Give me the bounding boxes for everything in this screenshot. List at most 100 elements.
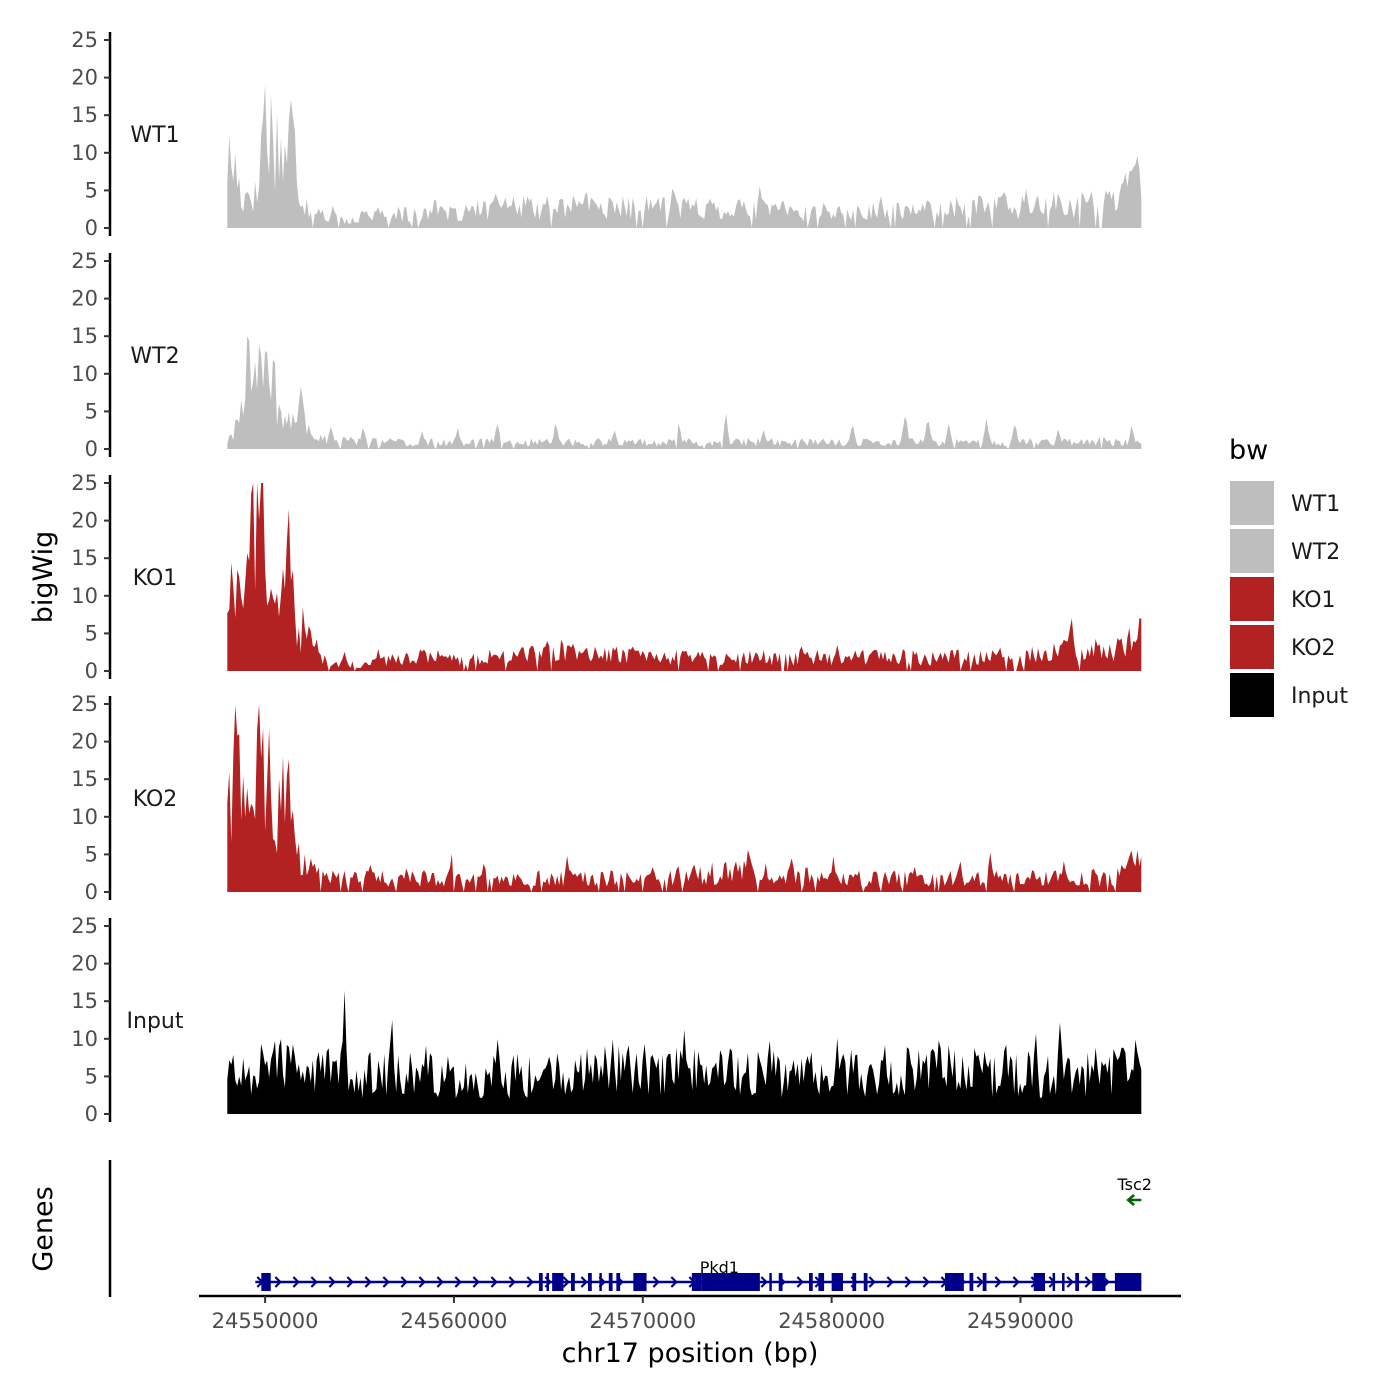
exon	[769, 1273, 772, 1291]
y-tick-label: 15	[71, 546, 98, 570]
area-ko2	[227, 704, 1142, 892]
strand-chevron	[292, 1276, 300, 1288]
y-tick-label: 0	[85, 659, 98, 683]
x-axis-title: chr17 position (bp)	[562, 1338, 819, 1369]
strand-chevron	[670, 1276, 678, 1288]
exon	[818, 1273, 825, 1291]
strand-chevron	[1012, 1276, 1020, 1288]
track-wt2: 0 5 10 15 20 25 WT2	[71, 249, 1142, 461]
strand-chevron	[454, 1276, 462, 1288]
y-tick-label: 15	[71, 324, 98, 348]
track-input: 0 5 10 15 20 25 Input	[71, 914, 1142, 1126]
exon	[852, 1273, 857, 1291]
legend-swatch-input	[1230, 673, 1274, 717]
exon	[633, 1273, 647, 1291]
legend-swatch-ko1	[1230, 577, 1274, 621]
y-tick-label: 25	[71, 471, 98, 495]
strand-chevron	[472, 1276, 480, 1288]
exon	[808, 1273, 813, 1291]
y-tick-label: 25	[71, 914, 98, 938]
y-tick-label: 15	[71, 767, 98, 791]
legend-label-ko2: KO2	[1291, 636, 1336, 661]
strand-chevron	[922, 1276, 930, 1288]
track-label-ko2: KO2	[133, 787, 178, 812]
area-ko1	[227, 483, 1142, 671]
exon	[546, 1273, 549, 1291]
y-tick-label: 15	[71, 989, 98, 1013]
exon	[944, 1273, 964, 1291]
area-input	[227, 990, 1142, 1114]
gene-tsc2: Tsc2	[1117, 1175, 1152, 1206]
legend-label-ko1: KO1	[1291, 588, 1336, 613]
y-tick-label: 10	[71, 805, 98, 829]
track-label-wt1: WT1	[130, 123, 179, 148]
y-tick-label: 5	[85, 178, 98, 202]
legend-title: bw	[1229, 435, 1268, 466]
y-tick-label: 20	[71, 730, 98, 754]
strand-chevron	[796, 1276, 804, 1288]
legend: bw WT1 WT2 KO1 KO2 Input	[1229, 435, 1348, 717]
exon	[608, 1273, 613, 1291]
exon	[538, 1273, 543, 1291]
track-ko2: 0 5 10 15 20 25 KO2	[71, 692, 1142, 904]
exon	[552, 1273, 564, 1291]
strand-chevron	[346, 1276, 354, 1288]
exon	[1114, 1273, 1142, 1291]
y-axis-title: bigWig	[28, 531, 59, 624]
legend-label-wt1: WT1	[1291, 492, 1340, 517]
x-axis-ticks: 24550000 24560000 24570000 24580000 24590000	[212, 1296, 1074, 1333]
strand-chevron	[976, 1276, 984, 1288]
legend-label-input: Input	[1291, 684, 1348, 709]
exon	[1052, 1273, 1056, 1291]
strand-chevron	[1084, 1276, 1092, 1288]
y-tick-label: 20	[71, 952, 98, 976]
y-tick-label: 5	[85, 1064, 98, 1088]
track-panels: 0510152025WT10510152025WT20510152025KO10…	[71, 28, 1142, 1126]
legend-swatch-ko2	[1230, 625, 1274, 669]
strand-chevron	[1066, 1276, 1074, 1288]
strand-chevron	[508, 1276, 516, 1288]
y-tick-label: 20	[71, 287, 98, 311]
track-label-ko1: KO1	[133, 566, 178, 591]
y-tick-label: 25	[71, 249, 98, 273]
strand-chevron	[490, 1276, 498, 1288]
exon	[588, 1273, 592, 1291]
y-tick-label: 5	[85, 842, 98, 866]
y-tick-label: 5	[85, 399, 98, 423]
y-tick-label: 10	[71, 584, 98, 608]
exon	[261, 1273, 271, 1291]
legend-swatch-wt1	[1230, 481, 1274, 525]
strand-chevron	[562, 1276, 570, 1288]
strand-chevron	[310, 1276, 318, 1288]
gene-label: Pkd1	[700, 1258, 739, 1277]
strand-chevron	[328, 1276, 336, 1288]
exon	[571, 1273, 575, 1291]
strand-arrow	[1126, 1194, 1135, 1206]
y-tick-label: 20	[71, 509, 98, 533]
x-tick-label: 24570000	[589, 1309, 696, 1333]
y-tick-label: 0	[85, 1102, 98, 1126]
exon	[1033, 1273, 1046, 1291]
genes-track-label: Genes	[28, 1186, 59, 1271]
x-tick-label: 24590000	[967, 1309, 1074, 1333]
y-tick-label: 25	[71, 28, 98, 52]
genes-track: Pkd1 Tsc2	[108, 1160, 1152, 1297]
y-tick-label: 5	[85, 621, 98, 645]
strand-chevron	[364, 1276, 372, 1288]
strand-chevron	[382, 1276, 390, 1288]
track-label-input: Input	[127, 1009, 184, 1034]
strand-chevron	[760, 1276, 768, 1288]
strand-chevron	[994, 1276, 1002, 1288]
y-tick-label: 10	[71, 1027, 98, 1051]
strand-chevron	[418, 1276, 426, 1288]
track-wt1: 0 5 10 15 20 25 WT1	[71, 28, 1142, 240]
exon	[691, 1273, 702, 1291]
exon	[863, 1273, 868, 1291]
gene-pkd1: Pkd1	[255, 1258, 1142, 1291]
y-tick-label: 0	[85, 880, 98, 904]
exon	[778, 1273, 783, 1291]
exon	[969, 1273, 974, 1291]
x-tick-label: 24580000	[778, 1309, 885, 1333]
exon	[1062, 1273, 1065, 1291]
